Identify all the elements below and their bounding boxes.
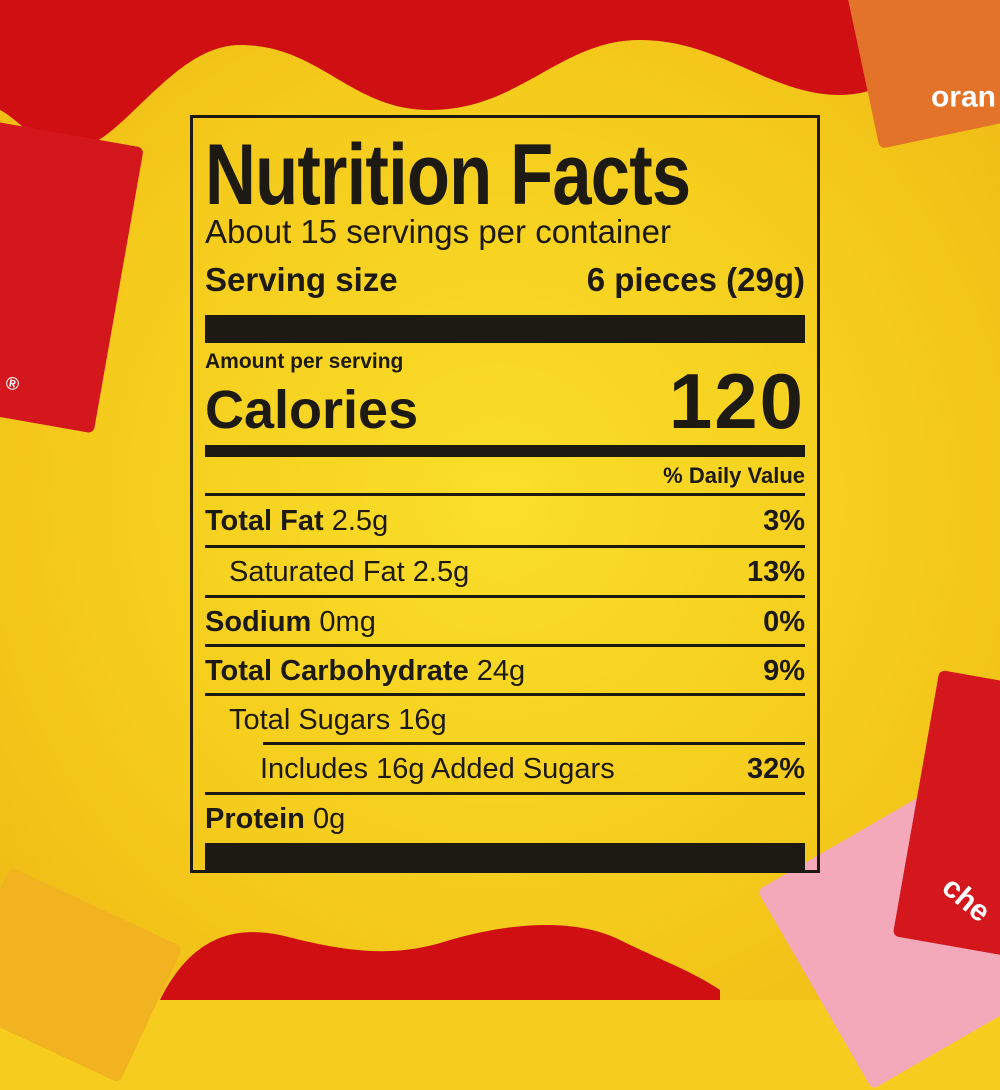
divider xyxy=(263,742,805,745)
serving-size-row: Serving size 6 pieces (29g) xyxy=(205,261,805,299)
nutrient-name: Total Sugars 16g xyxy=(229,704,447,736)
nutrient-row-total-sugars: Total Sugars 16g xyxy=(205,696,805,744)
medium-divider xyxy=(205,445,805,457)
thick-divider-bottom xyxy=(205,843,805,870)
divider xyxy=(205,545,805,548)
nutrient-amount: 24g xyxy=(476,655,526,687)
servings-per-container: About 15 servings per container xyxy=(205,213,671,250)
candy-cherry-text: che xyxy=(935,870,997,929)
nutrient-amount: 0g xyxy=(312,803,346,835)
candy-orange-text: oran xyxy=(930,80,996,114)
nutrient-row-saturated-fat: Saturated Fat 2.5g 13% xyxy=(205,548,805,596)
thick-divider xyxy=(205,315,805,343)
label-title: Nutrition Facts xyxy=(205,127,691,223)
nutrient-dv: 32% xyxy=(746,753,805,785)
nutrient-row-protein: Protein 0g xyxy=(205,795,805,843)
divider xyxy=(205,644,805,647)
red-wave-top xyxy=(0,0,1000,150)
nutrient-name: Includes 16g Added Sugars xyxy=(260,753,615,785)
nutrient-name: Total Fat xyxy=(205,505,324,537)
nutrient-dv: 13% xyxy=(746,556,805,588)
nutrient-name: Protein xyxy=(205,803,305,835)
nutrient-row-sodium: Sodium 0mg 0% xyxy=(205,598,805,646)
calories-row: Calories 120 xyxy=(205,357,805,445)
divider xyxy=(205,493,805,496)
daily-value-header: % Daily Value xyxy=(663,463,805,488)
nutrient-dv: 9% xyxy=(763,655,805,687)
nutrient-dv: 0% xyxy=(763,606,805,638)
nutrient-name: Total Carbohydrate xyxy=(205,655,469,687)
calories-value: 120 xyxy=(668,357,805,445)
amount-per-serving: Amount per serving xyxy=(205,350,404,373)
nutrition-facts-label: Nutrition Facts About 15 servings per co… xyxy=(190,115,820,873)
calories-label: Calories xyxy=(205,380,419,440)
nutrient-name: Sodium xyxy=(205,606,312,638)
divider xyxy=(205,693,805,696)
divider xyxy=(205,792,805,795)
nutrient-dv: 3% xyxy=(763,505,805,537)
divider xyxy=(205,595,805,598)
serving-size-value: 6 pieces (29g) xyxy=(586,261,805,298)
nutrient-row-total-carbohydrate: Total Carbohydrate 24g 9% xyxy=(205,647,805,695)
yellow-background xyxy=(0,0,1000,1000)
serving-size-label: Serving size xyxy=(205,261,398,298)
nutrient-row-total-fat: Total Fat 2.5g 3% xyxy=(205,497,805,545)
nutrient-row-added-sugars: Includes 16g Added Sugars 32% xyxy=(205,745,805,793)
nutrient-amount: 2.5g xyxy=(331,505,389,537)
nutrient-amount: 0mg xyxy=(319,606,376,638)
nutrient-name: Saturated Fat 2.5g xyxy=(229,556,470,588)
registered-mark: ® xyxy=(4,372,21,395)
red-wave-bottom xyxy=(160,925,720,1000)
